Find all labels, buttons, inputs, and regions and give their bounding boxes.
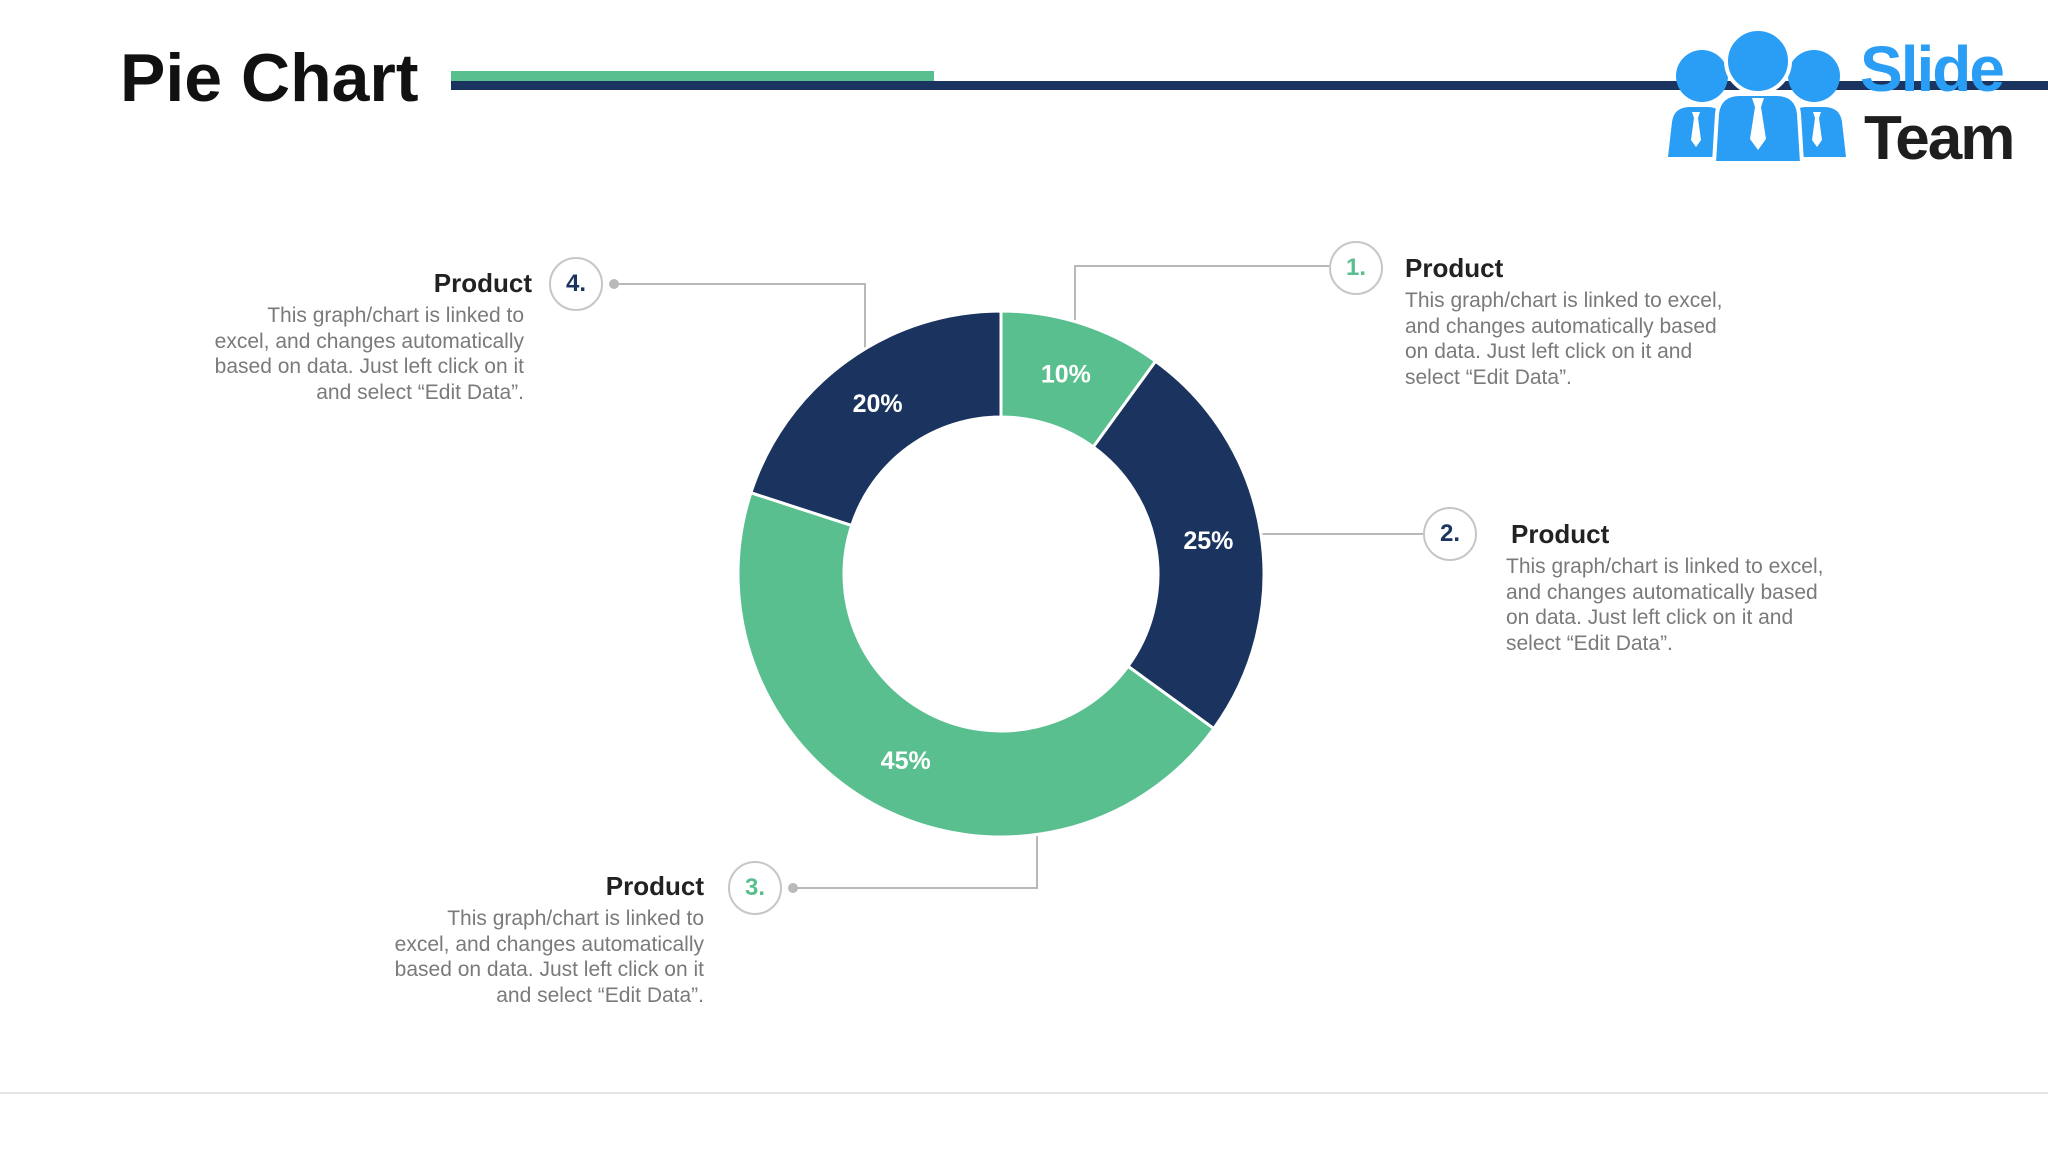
callout-body-line: excel, and changes automatically <box>214 329 524 353</box>
tie-left <box>1691 112 1701 147</box>
callout-body-line: based on data. Just left click on it <box>394 958 704 982</box>
callout-body-line: This graph/chart is linked to <box>447 907 704 930</box>
data-label-1: 10% <box>1041 360 1091 388</box>
connector-line-3 <box>793 824 1038 889</box>
connectors <box>614 265 1423 889</box>
donut-slices <box>736 309 1266 839</box>
logo-word-team: Team <box>1864 104 2015 173</box>
callout-badge-4: 4. <box>549 257 603 311</box>
footer-divider <box>0 1092 2048 1094</box>
callout-3: Product This graph/chart is linked to ex… <box>395 871 704 1008</box>
callout-body-line: and select “Edit Data”. <box>496 983 704 1007</box>
callout-body-3: This graph/chart is linked to excel, and… <box>395 906 704 1008</box>
callout-number-2: 2. <box>1439 520 1460 547</box>
callout-2: Product This graph/chart is linked to ex… <box>1506 519 1823 656</box>
donut-slice-4 <box>748 309 1003 528</box>
person-left-head <box>1676 50 1728 102</box>
donut-slice-2 <box>1091 359 1266 731</box>
team-people-icon <box>1668 27 1846 165</box>
data-labels: 10% 25% 45% 20% <box>853 360 1234 775</box>
callout-badge-2: 2. <box>1423 507 1477 561</box>
callout-body-line: select “Edit Data”. <box>1506 631 1673 655</box>
callout-4: Product This graph/chart is linked to ex… <box>215 268 532 405</box>
connector-line-1 <box>1074 265 1329 332</box>
connector-line-4 <box>614 283 866 358</box>
callout-body-line: and changes automatically based <box>1405 314 1717 338</box>
callout-number-4: 4. <box>565 270 586 297</box>
callout-body-4: This graph/chart is linked to excel, and… <box>215 303 532 405</box>
callout-number-1: 1. <box>1345 254 1366 281</box>
callout-body-line: on data. Just left click on it and <box>1506 606 1794 630</box>
page-title: Pie Chart <box>120 40 419 116</box>
callout-title-2: Product <box>1511 519 1610 549</box>
tie-center <box>1750 98 1766 150</box>
callout-title-3: Product <box>605 871 704 901</box>
callout-body-line: and select “Edit Data”. <box>316 380 524 404</box>
callout-body-line: and changes automatically based <box>1506 580 1818 604</box>
callout-body-line: based on data. Just left click on it <box>214 355 524 379</box>
callout-number-3: 3. <box>744 874 765 901</box>
callout-title-1: Product <box>1405 253 1504 283</box>
callout-badge-3: 3. <box>728 861 782 915</box>
connector-dot-3 <box>788 883 798 893</box>
callout-body-line: on data. Just left click on it and <box>1405 340 1693 364</box>
title-rule <box>451 81 2048 90</box>
data-label-3: 45% <box>881 747 931 775</box>
logo-word-slide: Slide <box>1860 33 2005 105</box>
callout-badge-1: 1. <box>1329 241 1383 295</box>
callout-body-line: excel, and changes automatically <box>394 932 704 956</box>
callout-body-2: This graph/chart is linked to excel, and… <box>1506 554 1823 656</box>
callout-body-1: This graph/chart is linked to excel, and… <box>1405 288 1722 390</box>
tie-right <box>1812 112 1822 147</box>
callout-1: Product This graph/chart is linked to ex… <box>1405 253 1722 390</box>
callout-body-line: select “Edit Data”. <box>1405 365 1572 389</box>
person-right-head <box>1788 50 1840 102</box>
connector-dot-4 <box>609 279 619 289</box>
data-label-4: 20% <box>853 390 903 418</box>
data-label-2: 25% <box>1183 527 1233 555</box>
callout-title-4: Product <box>433 268 532 298</box>
donut-slice-3 <box>736 490 1216 839</box>
title-accent-bar <box>451 71 934 81</box>
callout-body-line: This graph/chart is linked to excel, <box>1405 289 1723 312</box>
callout-body-line: This graph/chart is linked to excel, <box>1506 555 1824 578</box>
callout-body-line: This graph/chart is linked to <box>267 304 524 327</box>
